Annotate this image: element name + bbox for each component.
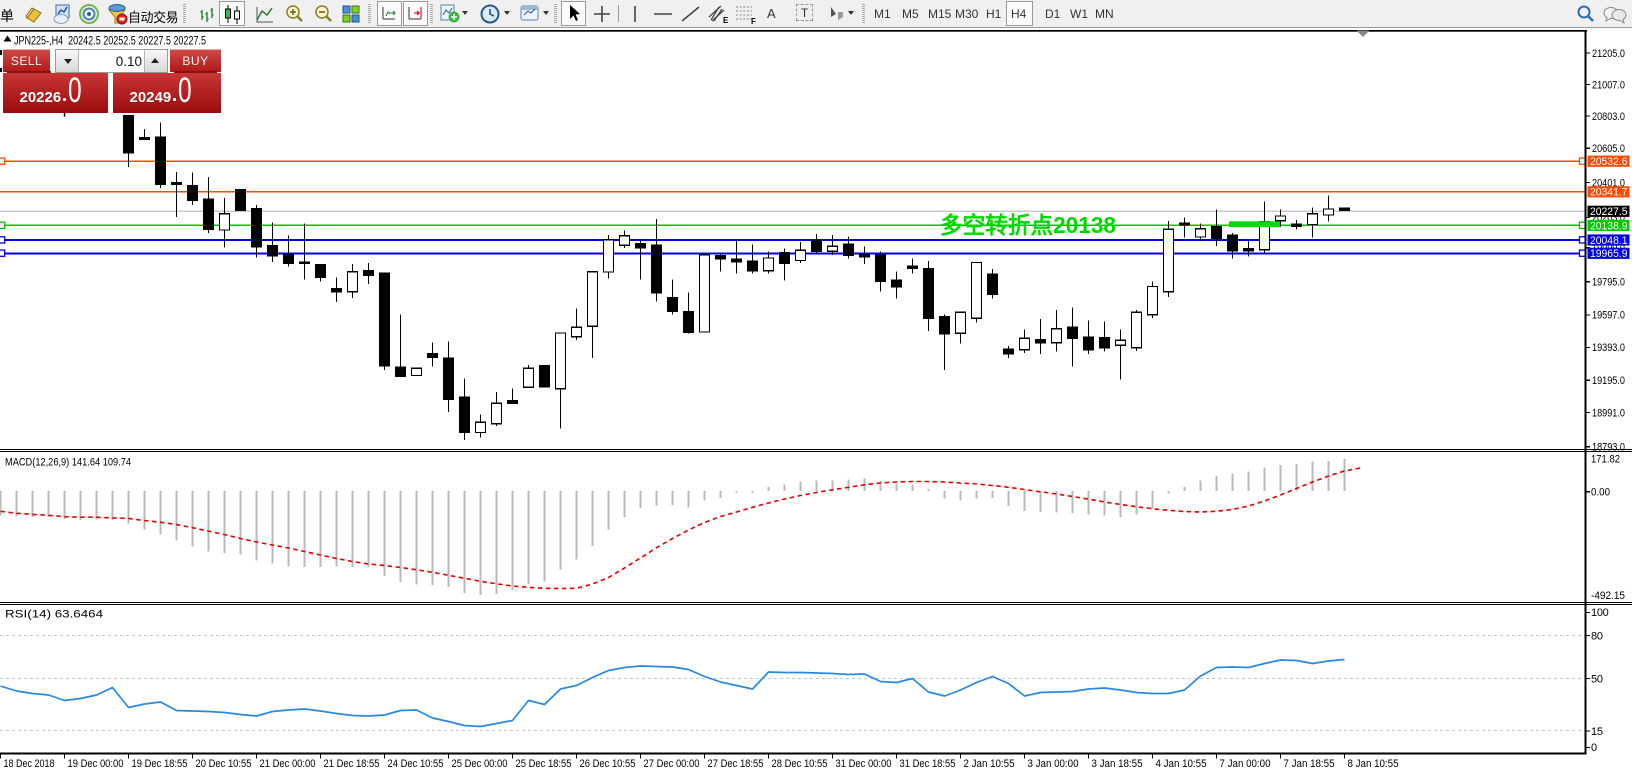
svg-text:20138.9: 20138.9 [1590, 220, 1628, 232]
svg-text:20803.0: 20803.0 [1592, 111, 1625, 123]
svg-text:MACD(12,26,9) 141.64 109.74: MACD(12,26,9) 141.64 109.74 [5, 457, 131, 469]
svg-text:19965.9: 19965.9 [1590, 248, 1628, 260]
svg-text:19393.0: 19393.0 [1592, 342, 1625, 354]
svg-text:0: 0 [1591, 742, 1597, 754]
svg-text:18793.0: 18793.0 [1592, 442, 1625, 454]
svg-text:19597.0: 19597.0 [1592, 310, 1625, 322]
svg-text:20048.1: 20048.1 [1590, 235, 1628, 247]
svg-text:21007.0: 21007.0 [1592, 79, 1625, 91]
svg-text:JPN225-,H4 20242.5 20252.5 20: JPN225-,H4 20242.5 20252.5 20227.5 20227… [14, 36, 206, 48]
svg-text:31 Dec 00:00: 31 Dec 00:00 [836, 758, 892, 770]
svg-text:19 Dec 18:55: 19 Dec 18:55 [132, 758, 188, 770]
svg-text:-492.15: -492.15 [1591, 590, 1625, 602]
svg-text:F: F [751, 17, 756, 26]
svg-text:20341.7: 20341.7 [1590, 187, 1628, 199]
svg-text:50: 50 [1591, 673, 1603, 685]
svg-text:27 Dec 18:55: 27 Dec 18:55 [708, 758, 764, 770]
svg-text:0.00: 0.00 [1591, 487, 1610, 499]
svg-text:20532.6: 20532.6 [1590, 156, 1628, 168]
svg-text:RSI(14) 63.6464: RSI(14) 63.6464 [5, 609, 103, 621]
svg-text:25 Dec 18:55: 25 Dec 18:55 [516, 758, 572, 770]
svg-text:26 Dec 10:55: 26 Dec 10:55 [580, 758, 636, 770]
svg-text:8 Jan 10:55: 8 Jan 10:55 [1348, 758, 1399, 770]
svg-text:19 Dec 00:00: 19 Dec 00:00 [68, 758, 124, 770]
svg-text:100: 100 [1591, 607, 1609, 619]
svg-text:21205.0: 21205.0 [1592, 48, 1625, 60]
svg-text:25 Dec 00:00: 25 Dec 00:00 [452, 758, 508, 770]
svg-text:3 Jan 18:55: 3 Jan 18:55 [1092, 758, 1143, 770]
svg-text:15: 15 [1591, 726, 1603, 738]
svg-text:3 Jan 00:00: 3 Jan 00:00 [1028, 758, 1079, 770]
svg-text:2 Jan 10:55: 2 Jan 10:55 [964, 758, 1015, 770]
svg-text:4 Jan 10:55: 4 Jan 10:55 [1156, 758, 1207, 770]
svg-text:多空转折点20138: 多空转折点20138 [940, 212, 1116, 238]
svg-text:20605.0: 20605.0 [1592, 143, 1625, 155]
svg-text:28 Dec 10:55: 28 Dec 10:55 [772, 758, 828, 770]
svg-text:20 Dec 10:55: 20 Dec 10:55 [196, 758, 252, 770]
svg-text:7 Jan 18:55: 7 Jan 18:55 [1284, 758, 1335, 770]
svg-text:27 Dec 00:00: 27 Dec 00:00 [644, 758, 700, 770]
svg-text:31 Dec 18:55: 31 Dec 18:55 [900, 758, 956, 770]
svg-text:80: 80 [1591, 630, 1603, 642]
svg-text:24 Dec 10:55: 24 Dec 10:55 [388, 758, 444, 770]
svg-text:18 Dec 2018: 18 Dec 2018 [4, 758, 55, 770]
svg-text:7 Jan 00:00: 7 Jan 00:00 [1220, 758, 1271, 770]
svg-text:20227.5: 20227.5 [1590, 206, 1628, 218]
svg-text:19795.0: 19795.0 [1592, 277, 1625, 289]
svg-text:21 Dec 00:00: 21 Dec 00:00 [260, 758, 316, 770]
svg-text:E: E [723, 16, 729, 25]
svg-text:171.82: 171.82 [1591, 453, 1620, 465]
svg-text:21 Dec 18:55: 21 Dec 18:55 [324, 758, 380, 770]
svg-text:18991.0: 18991.0 [1592, 407, 1625, 419]
svg-text:19195.0: 19195.0 [1592, 375, 1625, 387]
